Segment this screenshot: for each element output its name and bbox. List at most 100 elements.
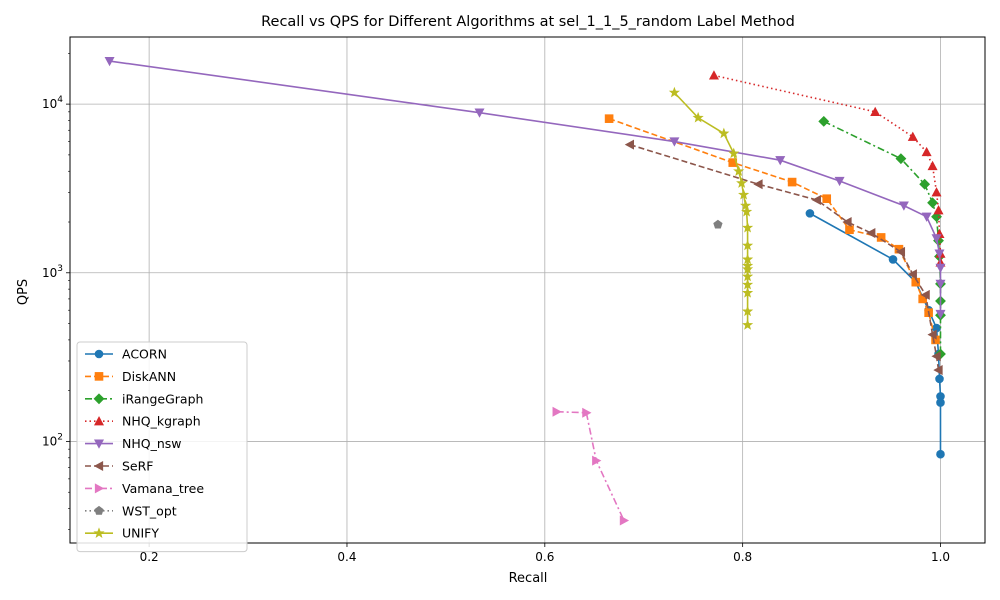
x-tick-label: 0.4	[337, 550, 356, 564]
data-point	[935, 374, 944, 384]
data-point	[921, 212, 932, 222]
data-point	[834, 176, 845, 187]
x-tick-label: 0.6	[535, 550, 554, 564]
data-point	[936, 449, 945, 459]
legend-marker	[94, 505, 104, 515]
legend-label: DiskANN	[122, 369, 176, 384]
y-tick-label: 104	[42, 95, 63, 111]
data-point	[927, 160, 938, 171]
legend-marker	[93, 439, 105, 449]
chart-title: Recall vs QPS for Different Algorithms a…	[261, 14, 795, 30]
y-tick-exponent: 4	[57, 95, 63, 105]
data-point	[592, 455, 602, 466]
data-point	[552, 406, 562, 417]
legend-entry: SeRF	[85, 459, 154, 474]
data-point	[624, 139, 635, 150]
data-point	[742, 221, 754, 233]
data-point	[921, 146, 932, 157]
data-point	[931, 351, 941, 362]
data-point	[931, 187, 942, 197]
data-point	[738, 188, 750, 200]
data-point	[935, 279, 946, 289]
legend-label: Vamana_tree	[122, 481, 204, 496]
data-point	[934, 249, 945, 259]
data-point	[668, 86, 680, 98]
x-tick-label: 1.0	[931, 550, 950, 564]
plot-area	[104, 56, 946, 526]
data-point	[936, 398, 945, 407]
x-tick-label: 0.2	[140, 550, 159, 564]
data-point	[822, 194, 832, 203]
data-point	[582, 407, 592, 418]
data-point	[866, 228, 876, 239]
data-point	[741, 205, 753, 217]
data-point	[927, 329, 937, 340]
data-point	[933, 365, 943, 376]
data-point	[845, 225, 854, 235]
legend-entry: NHQ_nsw	[85, 436, 182, 451]
legend-label: NHQ_kgraph	[122, 414, 201, 429]
data-point	[907, 269, 917, 280]
series-serf	[624, 139, 943, 376]
data-point	[619, 515, 630, 526]
legend-label: WST_opt	[122, 503, 177, 518]
data-point	[907, 131, 918, 141]
data-point	[935, 263, 946, 273]
legend: ACORN DiskANN iRangeGraph NHQ_kgraph NHQ_nsw…	[76, 341, 248, 553]
legend-label: iRangeGraph	[122, 391, 203, 406]
data-point	[733, 165, 745, 176]
data-point	[931, 234, 942, 244]
y-tick-label: 102	[42, 432, 63, 448]
y-tick-base: 10	[42, 266, 57, 280]
data-point	[736, 177, 748, 188]
data-point	[818, 115, 830, 127]
legend-marker	[94, 483, 105, 494]
data-point	[787, 177, 797, 187]
legend-marker	[93, 416, 105, 426]
x-tick-label: 0.8	[733, 550, 752, 564]
series-wst-opt	[713, 219, 723, 229]
legend-marker	[94, 372, 104, 381]
data-point	[742, 305, 754, 317]
data-point	[805, 209, 815, 218]
legend-label: UNIFY	[122, 526, 159, 541]
data-point	[888, 255, 898, 264]
x-axis-label: Recall	[509, 571, 548, 586]
data-point	[811, 195, 821, 206]
legend-entry: ACORN	[85, 347, 167, 362]
data-point	[919, 178, 931, 190]
data-point	[104, 56, 115, 67]
data-point	[895, 246, 906, 257]
legend-marker	[93, 527, 105, 538]
data-point	[895, 153, 907, 165]
data-point	[920, 289, 930, 300]
legend-entry: NHQ_kgraph	[85, 414, 201, 429]
series-line	[629, 143, 940, 371]
data-point	[742, 270, 754, 282]
y-tick-exponent: 3	[57, 264, 63, 274]
legend-entry: DiskANN	[85, 369, 176, 384]
data-point	[775, 156, 786, 166]
legend-entry: WST_opt	[85, 503, 177, 518]
data-point	[708, 70, 719, 80]
series-nhq-nsw	[104, 56, 946, 320]
series-vamana-tree	[552, 406, 630, 526]
data-point	[842, 217, 852, 228]
legend-entry: iRangeGraph	[85, 391, 203, 406]
data-point	[742, 239, 754, 251]
data-point	[713, 219, 723, 229]
series-line	[556, 410, 625, 521]
y-tick-label: 103	[42, 264, 63, 280]
legend-marker	[93, 393, 105, 405]
data-point	[933, 205, 944, 215]
data-point	[669, 137, 680, 147]
data-point	[692, 111, 704, 123]
y-tick-base: 10	[42, 97, 57, 111]
y-tick-base: 10	[42, 434, 57, 448]
data-point	[728, 147, 740, 159]
data-point	[474, 108, 485, 118]
series-line	[608, 117, 937, 341]
y-tick-exponent: 2	[57, 432, 63, 442]
